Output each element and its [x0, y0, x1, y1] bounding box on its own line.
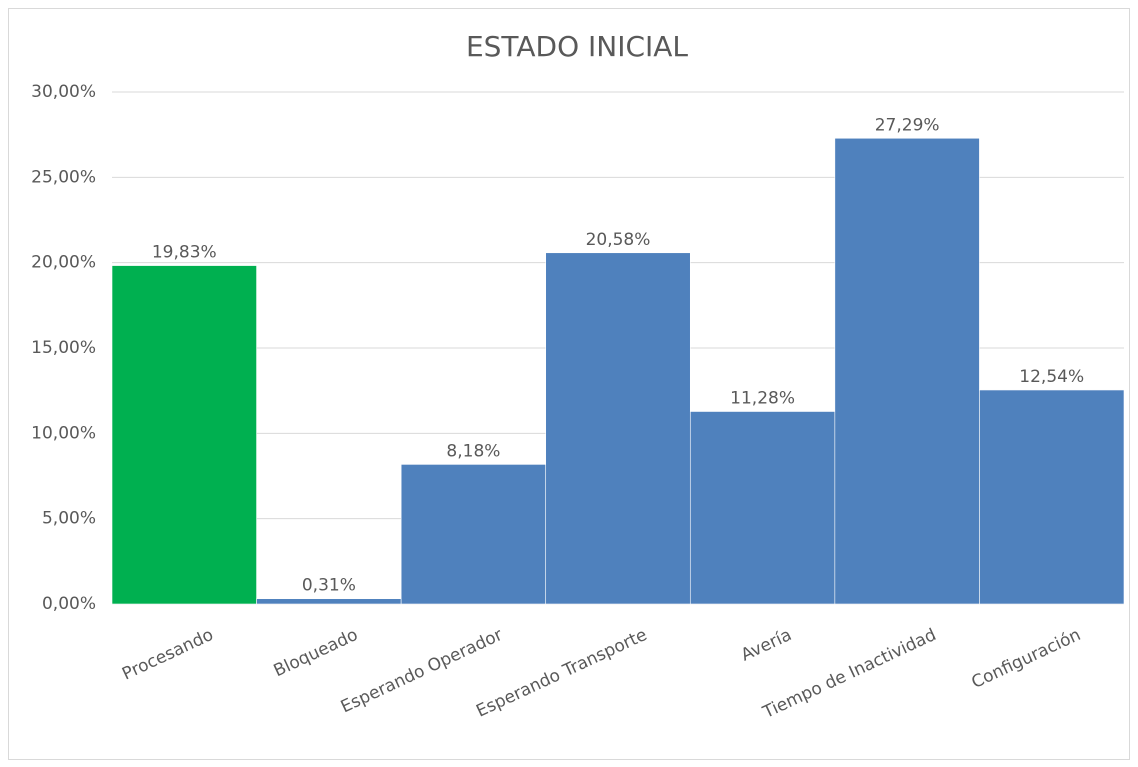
y-tick-label: 0,00%: [42, 594, 96, 614]
data-label: 19,83%: [152, 243, 217, 263]
y-tick-label: 15,00%: [31, 338, 96, 358]
data-label: 11,28%: [730, 388, 795, 408]
bar: [256, 598, 402, 605]
y-tick-label: 30,00%: [31, 82, 96, 102]
data-label: 20,58%: [586, 230, 651, 250]
data-label: 0,31%: [302, 576, 356, 596]
data-label: 8,18%: [446, 441, 500, 461]
bar: [545, 252, 691, 605]
data-label: 27,29%: [875, 115, 940, 135]
bar: [689, 411, 836, 605]
bar: [834, 137, 980, 605]
chart-title: ESTADO INICIAL: [466, 30, 688, 63]
bar: [111, 265, 257, 605]
y-tick-label: 5,00%: [42, 509, 96, 529]
y-tick-label: 10,00%: [31, 423, 96, 443]
bar: [400, 464, 547, 605]
bar: [979, 389, 1125, 605]
y-tick-label: 25,00%: [31, 167, 96, 187]
data-label: 12,54%: [1019, 367, 1084, 387]
y-tick-label: 20,00%: [31, 253, 96, 273]
